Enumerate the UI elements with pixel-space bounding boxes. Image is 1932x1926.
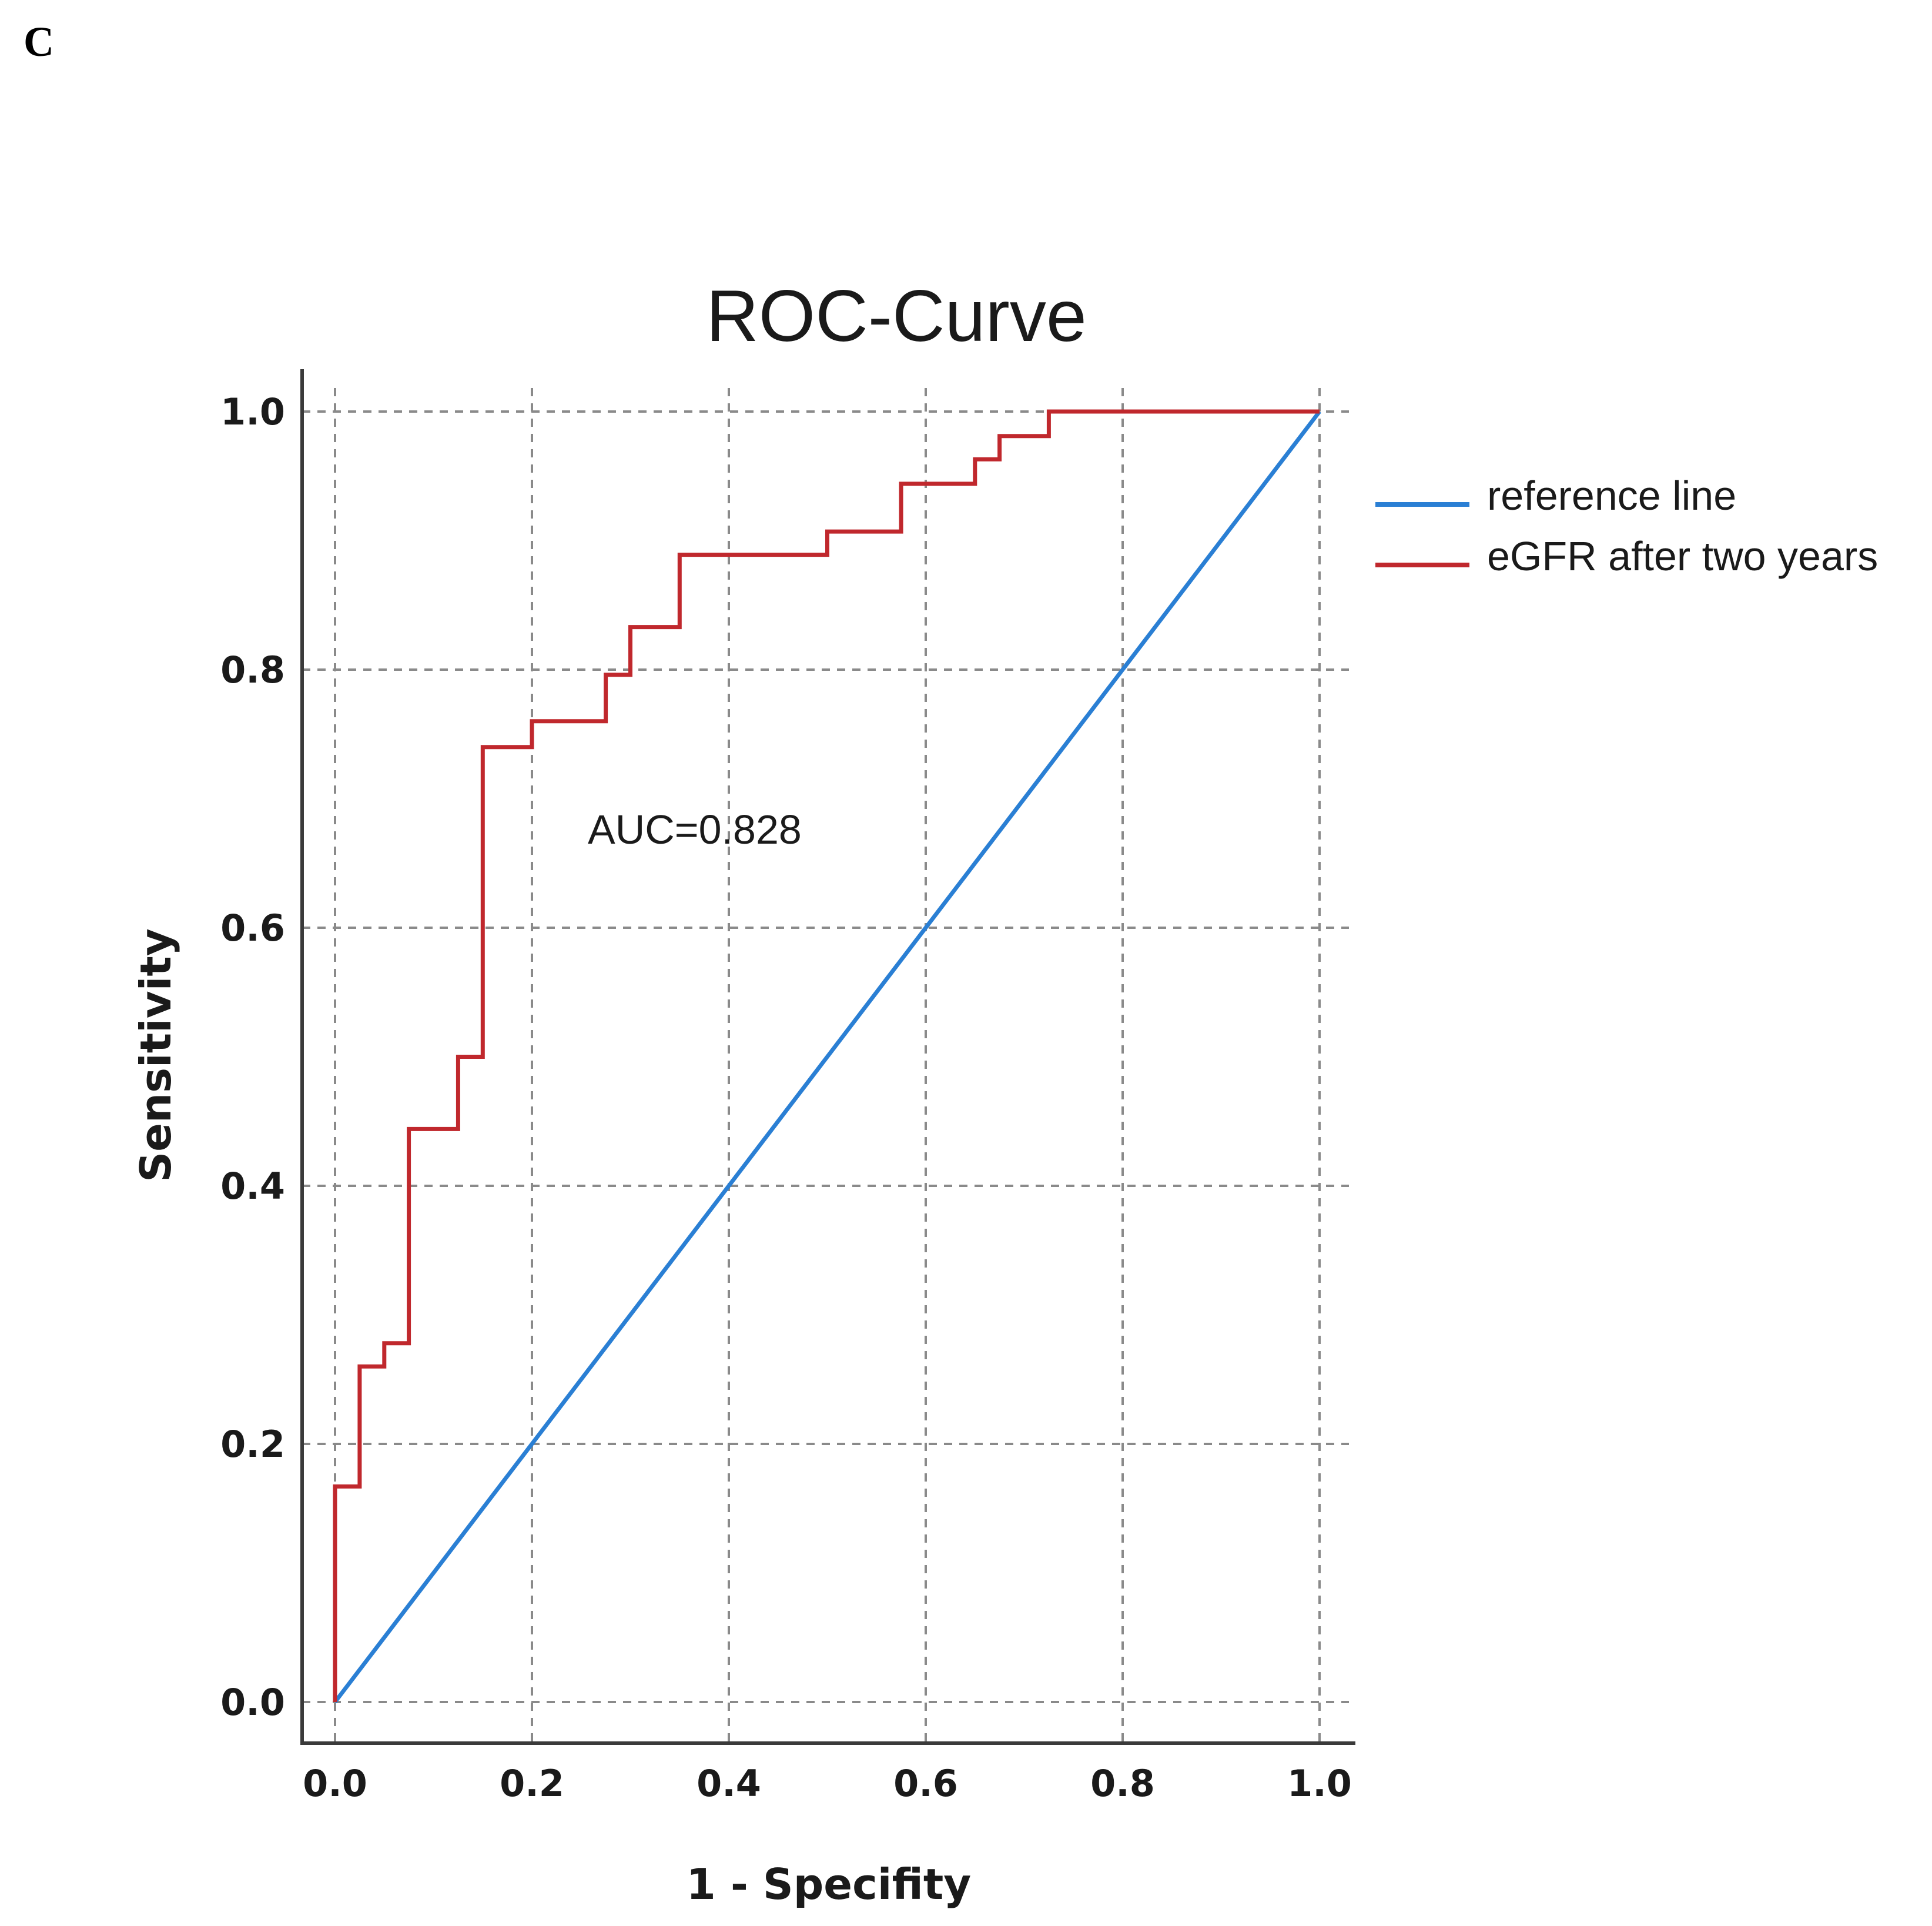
legend-label: reference line (1487, 473, 1736, 519)
chart-title: ROC-Curve (706, 276, 1087, 357)
x-tick-label: 0.8 (1090, 1762, 1155, 1805)
y-tick-label: 0.8 (220, 648, 285, 691)
x-tick-label: 1.0 (1287, 1762, 1352, 1805)
y-axis-label: Sensitivity (131, 928, 180, 1182)
y-tick-label: 0.0 (220, 1681, 285, 1724)
tick-labels: 0.0 0.2 0.4 0.6 0.8 1.0 0.0 0.2 0.4 0.6 0.8 1.0 (220, 390, 1352, 1805)
legend-label: eGFR after two years (1487, 533, 1878, 579)
y-tick-label: 1.0 (220, 390, 285, 433)
x-tick-label: 0.4 (697, 1762, 761, 1805)
x-tick-label: 0.2 (500, 1762, 564, 1805)
y-tick-label: 0.6 (220, 907, 285, 949)
x-tick-label: 0.6 (893, 1762, 958, 1805)
plot-area (333, 409, 1321, 1704)
panel-label: C (24, 18, 54, 65)
gridlines (302, 388, 1349, 1743)
x-tick-label: 0.0 (303, 1762, 367, 1805)
y-tick-label: 0.4 (220, 1165, 285, 1208)
auc-annotation: AUC=0.828 (588, 807, 802, 852)
legend: reference line eGFR after two years (1375, 473, 1878, 579)
roc-curve-line (333, 409, 1320, 1702)
x-axis-label: 1 - Specifity (687, 1860, 971, 1909)
reference-line (333, 410, 1321, 1704)
y-tick-label: 0.2 (220, 1423, 285, 1466)
